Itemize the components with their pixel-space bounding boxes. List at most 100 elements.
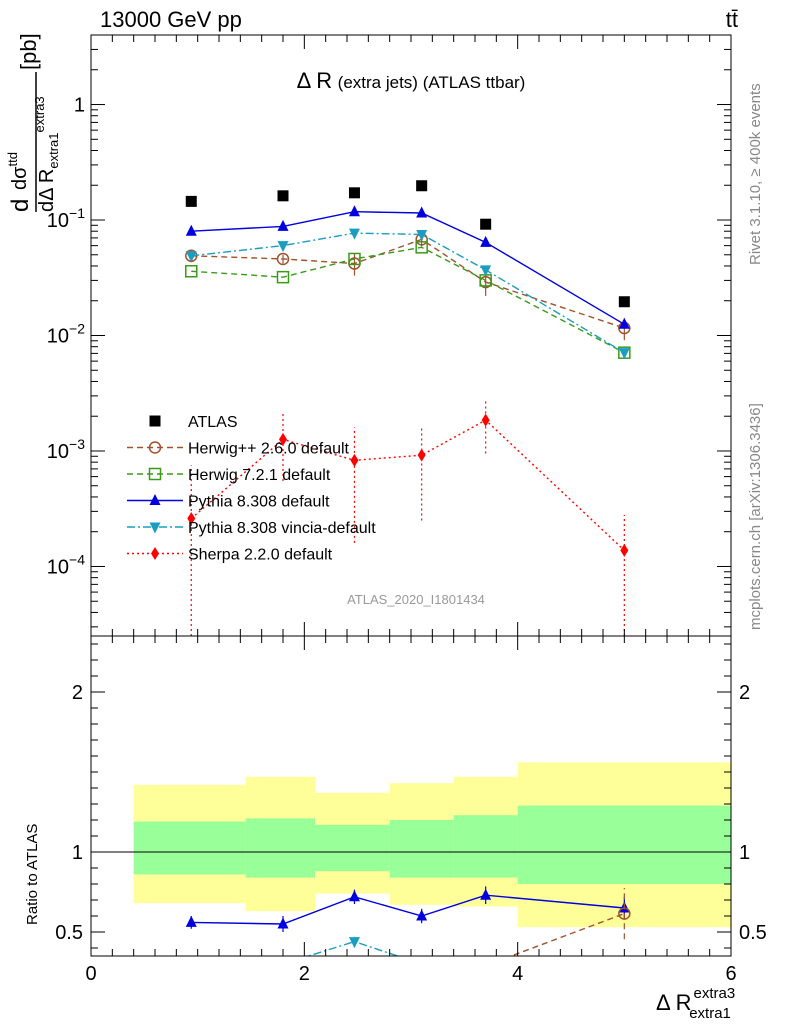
series-line [191,232,625,354]
data-point [415,241,428,254]
ratio-y-tick-label: 0.5 [55,922,83,944]
series-1 [185,233,631,341]
series-0 [185,180,630,308]
uncertainty-band-inner [315,824,390,872]
legend: ATLAS Herwig++ 2.6.0 default Herwig 7.2.1 … [127,414,376,564]
data-point [618,296,630,308]
legend-entry: Pythia 8.308 default [127,494,330,511]
y-axis-title-d: d [7,199,34,212]
series-5 [187,399,629,636]
data-point [276,252,290,266]
main-y-axis-title: d dσttd dΔ Rextra1extra3 [pb] [5,33,61,212]
legend-label: ATLAS [188,414,238,431]
x-tick-label: 6 [725,963,736,985]
data-point [416,206,428,218]
legend-marker [151,547,159,560]
legend-label: Sherpa 2.2.0 default [188,547,333,564]
ratio-y-tick-label-right: 1 [739,842,750,864]
data-point [348,252,361,266]
uncertainty-band-inner [389,820,454,878]
ratio-y-tick-label: 1 [72,842,83,864]
ratio-data-point [416,909,428,921]
data-point [348,187,360,199]
data-point [618,348,630,360]
data-point [277,219,289,231]
series-line [191,211,625,325]
data-point [480,218,492,230]
ratio-data-point [348,937,360,949]
data-point [620,543,629,557]
y-tick-label: 10−1 [47,205,85,232]
uncertainty-band-inner [517,805,731,884]
ratio-y-tick-label: 2 [72,682,83,704]
ratio-series-line [306,940,400,956]
series-line [191,246,625,354]
ratio-series-line [191,894,625,925]
legend-entry: Sherpa 2.2.0 default [127,547,333,564]
ratio-y-tick-label-right: 0.5 [739,922,767,944]
y-tick-label: 10−3 [47,436,85,463]
ratio-data-point [618,907,631,920]
y-axis-title-unit: [pb] [16,33,41,70]
series-3 [185,205,630,329]
ratio-data-point [348,890,360,902]
data-point [480,235,492,247]
mcplots-label: mcplots.cern.ch [arXiv:1306.3436] [747,403,764,630]
ratio-panel: 0.5 0.5 1 1 2 2 0 2 4 6 [55,635,767,985]
series-2 [185,241,631,359]
legend-label: Herwig++ 2.6.0 default [188,441,350,458]
ratio-data-point [416,960,427,971]
legend-marker [148,441,162,454]
chart-title: Δ R (extra jets) (ATLAS ttbar) [297,68,526,93]
series-line [191,238,625,329]
data-point [350,453,359,467]
legend-marker [148,467,162,481]
uncertainty-band-inner [453,815,518,878]
analysis-id-label: ATLAS_2020_I1801434 [347,592,485,607]
ratio-y-tick-label-right: 2 [739,682,750,704]
data-point [185,195,197,207]
rivet-version-label: Rivet 3.1.10, ≥ 400k events [747,83,764,265]
ratio-y-axis-title: Ratio to ATLAS [24,824,41,925]
data-point [348,228,360,240]
legend-marker [149,494,161,505]
data-point [480,265,492,277]
data-point [348,205,360,217]
ratio-data-point [278,960,289,971]
data-point [277,190,289,202]
ratio-data-point [480,960,491,971]
ratio-data-point [480,888,492,900]
data-point [187,512,196,526]
series-line [190,419,625,551]
legend-label: Herwig 7.2.1 default [188,467,331,484]
uncertainty-band-inner [133,821,246,875]
data-point [417,448,426,462]
x-tick-label: 4 [512,963,523,985]
header-process-label: tt̄ [726,7,738,32]
legend-entry: Pythia 8.308 vincia-default [127,520,376,537]
legend-entry: Herwig++ 2.6.0 default [127,441,350,458]
legend-entry: ATLAS [149,414,238,431]
data-point [185,251,197,263]
ratio-data-point [185,915,197,927]
y-tick-label: 1 [74,95,85,117]
ratio-series-2 [278,936,427,971]
y-axis-title-denominator: dΔ Rextra1extra3 [32,96,61,212]
ratio-data-point [277,917,289,929]
legend-entry: Herwig 7.2.1 default [127,467,331,484]
main-panel-frame [90,34,732,637]
y-tick-label: 10−4 [47,551,85,578]
x-tick-label: 2 [299,963,310,985]
legend-label: Pythia 8.308 default [188,494,330,511]
y-axis-title-numerator: dσttd [5,152,31,190]
ratio-series-1 [480,888,631,971]
uncertainty-band-inner [245,818,315,878]
data-point [279,432,287,446]
ratio-series-line [509,912,625,956]
legend-marker [149,415,161,427]
legend-label: Pythia 8.308 vincia-default [188,520,376,537]
x-tick-label: 0 [85,963,96,985]
data-point [481,413,490,427]
data-point [277,241,289,253]
